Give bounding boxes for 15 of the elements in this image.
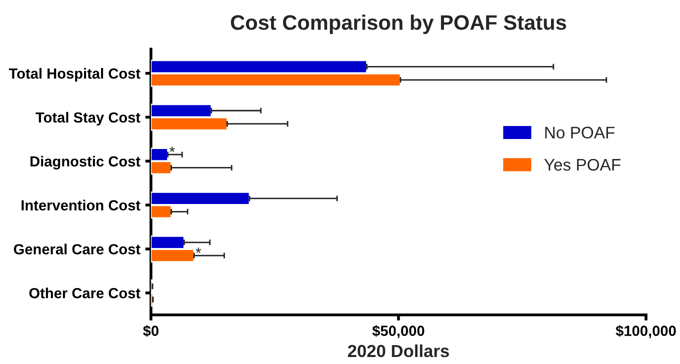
annotation: *: [196, 248, 202, 253]
y-tick-label: Other Care Cost: [29, 288, 140, 298]
x-tick-label: $100,000: [616, 325, 676, 338]
legend-label: Yes POAF: [544, 158, 620, 171]
chart-title: Cost Comparison by POAF Status: [230, 14, 566, 34]
y-tick-label: Total Stay Cost: [36, 112, 140, 126]
x-axis-title: 2020 Dollars: [348, 344, 449, 358]
y-tick-label: General Care Cost: [14, 244, 140, 254]
x-tick-label: $0: [143, 325, 158, 337]
x-tick-label: $50,000: [372, 325, 424, 338]
y-tick-label: Diagnostic Cost: [30, 156, 140, 170]
y-tick-label: Intervention Cost: [22, 200, 140, 210]
legend-label: No POAF: [545, 126, 615, 138]
annotation: *: [169, 146, 175, 152]
y-tick-label: Total Hospital Cost: [8, 68, 140, 82]
